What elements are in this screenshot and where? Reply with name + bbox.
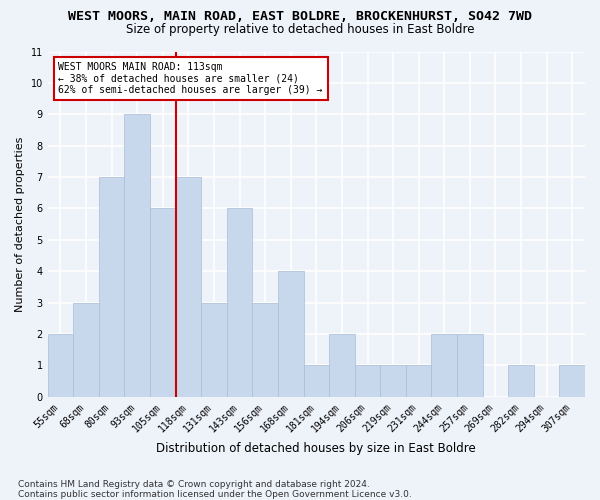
Y-axis label: Number of detached properties: Number of detached properties — [15, 136, 25, 312]
Bar — [304, 366, 329, 397]
Bar — [99, 177, 124, 397]
Bar — [457, 334, 482, 397]
Text: WEST MOORS MAIN ROAD: 113sqm
← 38% of detached houses are smaller (24)
62% of se: WEST MOORS MAIN ROAD: 113sqm ← 38% of de… — [58, 62, 323, 95]
Bar — [201, 302, 227, 397]
Bar — [508, 366, 534, 397]
Bar — [559, 366, 585, 397]
Bar — [253, 302, 278, 397]
Bar — [176, 177, 201, 397]
Text: Size of property relative to detached houses in East Boldre: Size of property relative to detached ho… — [126, 22, 474, 36]
Bar — [380, 366, 406, 397]
Bar — [406, 366, 431, 397]
Bar — [278, 271, 304, 397]
Bar — [329, 334, 355, 397]
Text: Contains public sector information licensed under the Open Government Licence v3: Contains public sector information licen… — [18, 490, 412, 499]
Bar — [150, 208, 176, 397]
Bar — [124, 114, 150, 397]
Bar — [431, 334, 457, 397]
Bar — [47, 334, 73, 397]
Bar — [227, 208, 253, 397]
Text: WEST MOORS, MAIN ROAD, EAST BOLDRE, BROCKENHURST, SO42 7WD: WEST MOORS, MAIN ROAD, EAST BOLDRE, BROC… — [68, 10, 532, 23]
Bar — [355, 366, 380, 397]
X-axis label: Distribution of detached houses by size in East Boldre: Distribution of detached houses by size … — [157, 442, 476, 455]
Text: Contains HM Land Registry data © Crown copyright and database right 2024.: Contains HM Land Registry data © Crown c… — [18, 480, 370, 489]
Bar — [73, 302, 99, 397]
